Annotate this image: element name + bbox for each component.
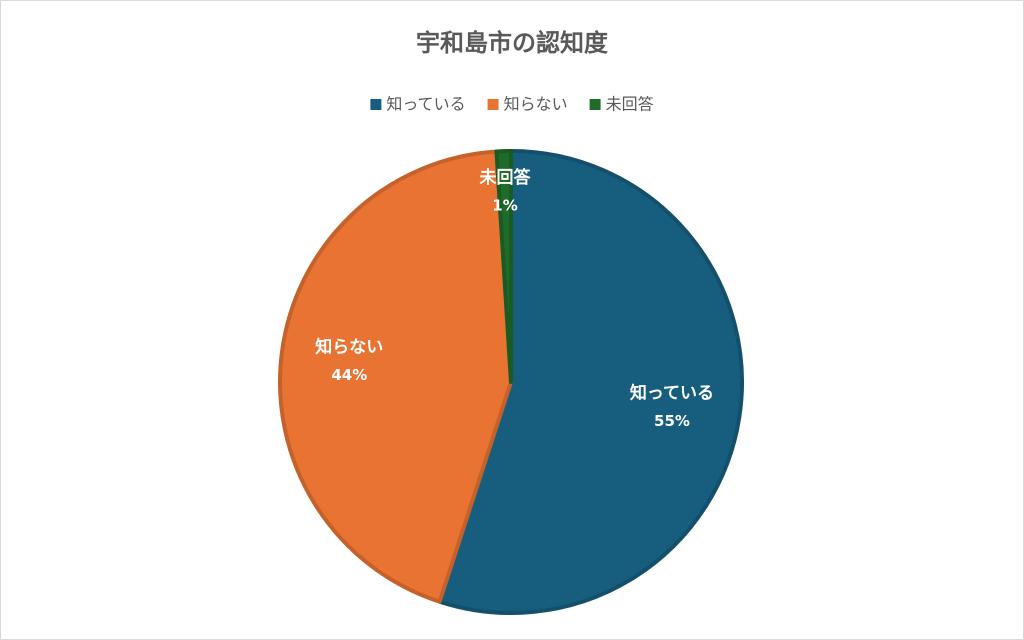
legend-swatch [370,99,382,110]
chart-title: 宇和島市の認知度 [416,29,609,57]
data-label-value: 44% [331,366,367,384]
data-label-value: 1% [492,197,517,215]
data-label-category: 知らない [314,337,383,358]
pie-slice [437,149,744,615]
legend-label: 知っている [386,95,465,114]
legend-swatch [589,99,601,110]
legend-label: 未回答 [606,95,654,114]
data-label-value: 55% [654,412,690,430]
legend-label: 知らない [504,95,568,114]
legend-swatch [487,99,499,110]
legend: 知っている 知らない 未回答 [370,95,654,114]
data-label-category: 未回答 [479,167,532,188]
pie-slice [278,149,513,604]
data-label-category: 知っている [629,382,714,403]
pie-slice [494,149,513,384]
